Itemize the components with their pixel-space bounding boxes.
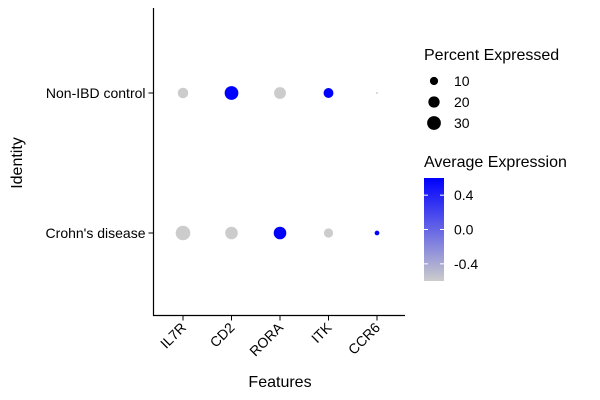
dot-il7r-crohn-s-disease [175, 225, 191, 241]
y-tick-label: Non-IBD control [46, 85, 146, 101]
size-legend-dot [429, 76, 439, 86]
size-legend-dot [427, 116, 441, 130]
x-axis-ticks: IL7R CD2 RORA ITK CCR6 [157, 315, 383, 359]
size-legend-title: Percent Expressed [424, 47, 559, 64]
dot-cd2-crohn-s-disease [225, 226, 238, 240]
x-tick-label: CCR6 [345, 319, 383, 357]
dot-ccr6-crohn-s-disease [374, 230, 380, 236]
size-legend-label: 20 [454, 94, 470, 110]
data-points [175, 86, 380, 241]
color-legend-ticks: 0.4 0.0 -0.4 [424, 187, 478, 272]
color-legend-title: Average Expression [424, 154, 567, 171]
x-tick-label: RORA [246, 319, 286, 359]
dot-il7r-non-ibd-control [177, 87, 189, 99]
colorbar-tick-label: 0.0 [454, 222, 474, 238]
colorbar-tick-label: 0.4 [454, 187, 474, 203]
dot-itk-crohn-s-disease [323, 228, 334, 238]
x-tick-label: ITK [308, 319, 335, 346]
colorbar [424, 178, 444, 281]
size-legend-label: 30 [454, 115, 470, 131]
size-legend-dot [428, 96, 440, 108]
dot-rora-non-ibd-control [274, 87, 286, 99]
dot-rora-crohn-s-disease [273, 226, 287, 240]
size-legend: 10 20 30 [427, 73, 470, 131]
colorbar-tick-label: -0.4 [454, 256, 478, 272]
dot-ccr6-non-ibd-control [376, 92, 378, 94]
x-tick-label: CD2 [206, 319, 237, 350]
dot-itk-non-ibd-control [323, 88, 334, 98]
size-legend-label: 10 [454, 73, 470, 89]
dot-cd2-non-ibd-control [224, 86, 239, 100]
y-tick-label: Crohn's disease [46, 225, 146, 241]
y-axis-title: Identity [9, 137, 26, 189]
x-axis-title: Features [248, 374, 311, 391]
x-tick-label: IL7R [157, 319, 189, 351]
y-axis-ticks: Crohn's disease Non-IBD control [46, 85, 154, 241]
